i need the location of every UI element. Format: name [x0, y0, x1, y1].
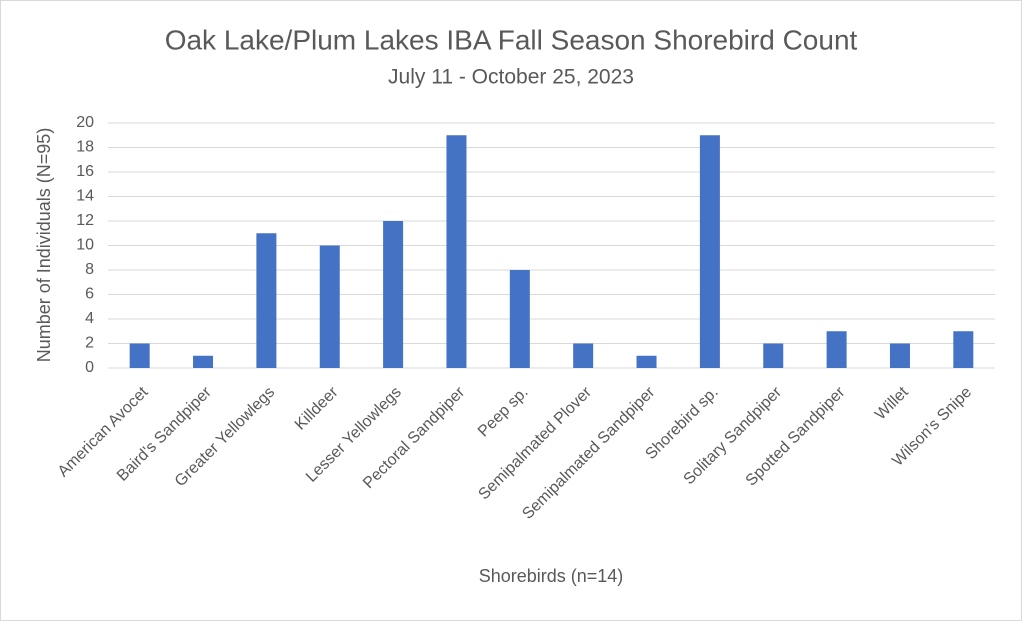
bar [129, 343, 150, 368]
bar [889, 343, 910, 368]
y-tick-label: 18 [76, 139, 94, 156]
y-tick-label: 14 [76, 188, 94, 205]
bar [256, 233, 277, 368]
bar [193, 355, 214, 368]
chart-title: Oak Lake/Plum Lakes IBA Fall Season Shor… [165, 24, 858, 55]
bar [509, 270, 530, 368]
bar [573, 343, 594, 368]
y-tick-label: 20 [76, 114, 94, 131]
bar [319, 245, 340, 368]
y-tick-label: 4 [85, 310, 94, 327]
x-axis-label: Shorebirds (n=14) [479, 566, 624, 586]
bar [383, 221, 404, 368]
y-tick-label: 0 [85, 359, 94, 376]
bar [763, 343, 784, 368]
y-tick-label: 8 [85, 261, 94, 278]
y-tick-label: 16 [76, 163, 94, 180]
bar [636, 355, 657, 368]
bar [953, 331, 974, 368]
bar [699, 135, 720, 368]
bar [826, 331, 847, 368]
y-tick-label: 12 [76, 212, 94, 229]
y-tick-label: 2 [85, 335, 94, 352]
y-tick-label: 6 [85, 286, 94, 303]
chart-subtitle: July 11 - October 25, 2023 [388, 66, 634, 89]
y-tick-label: 10 [76, 237, 94, 254]
bar [446, 135, 467, 368]
y-axis-label: Number of Individuals (N=95) [34, 128, 54, 363]
